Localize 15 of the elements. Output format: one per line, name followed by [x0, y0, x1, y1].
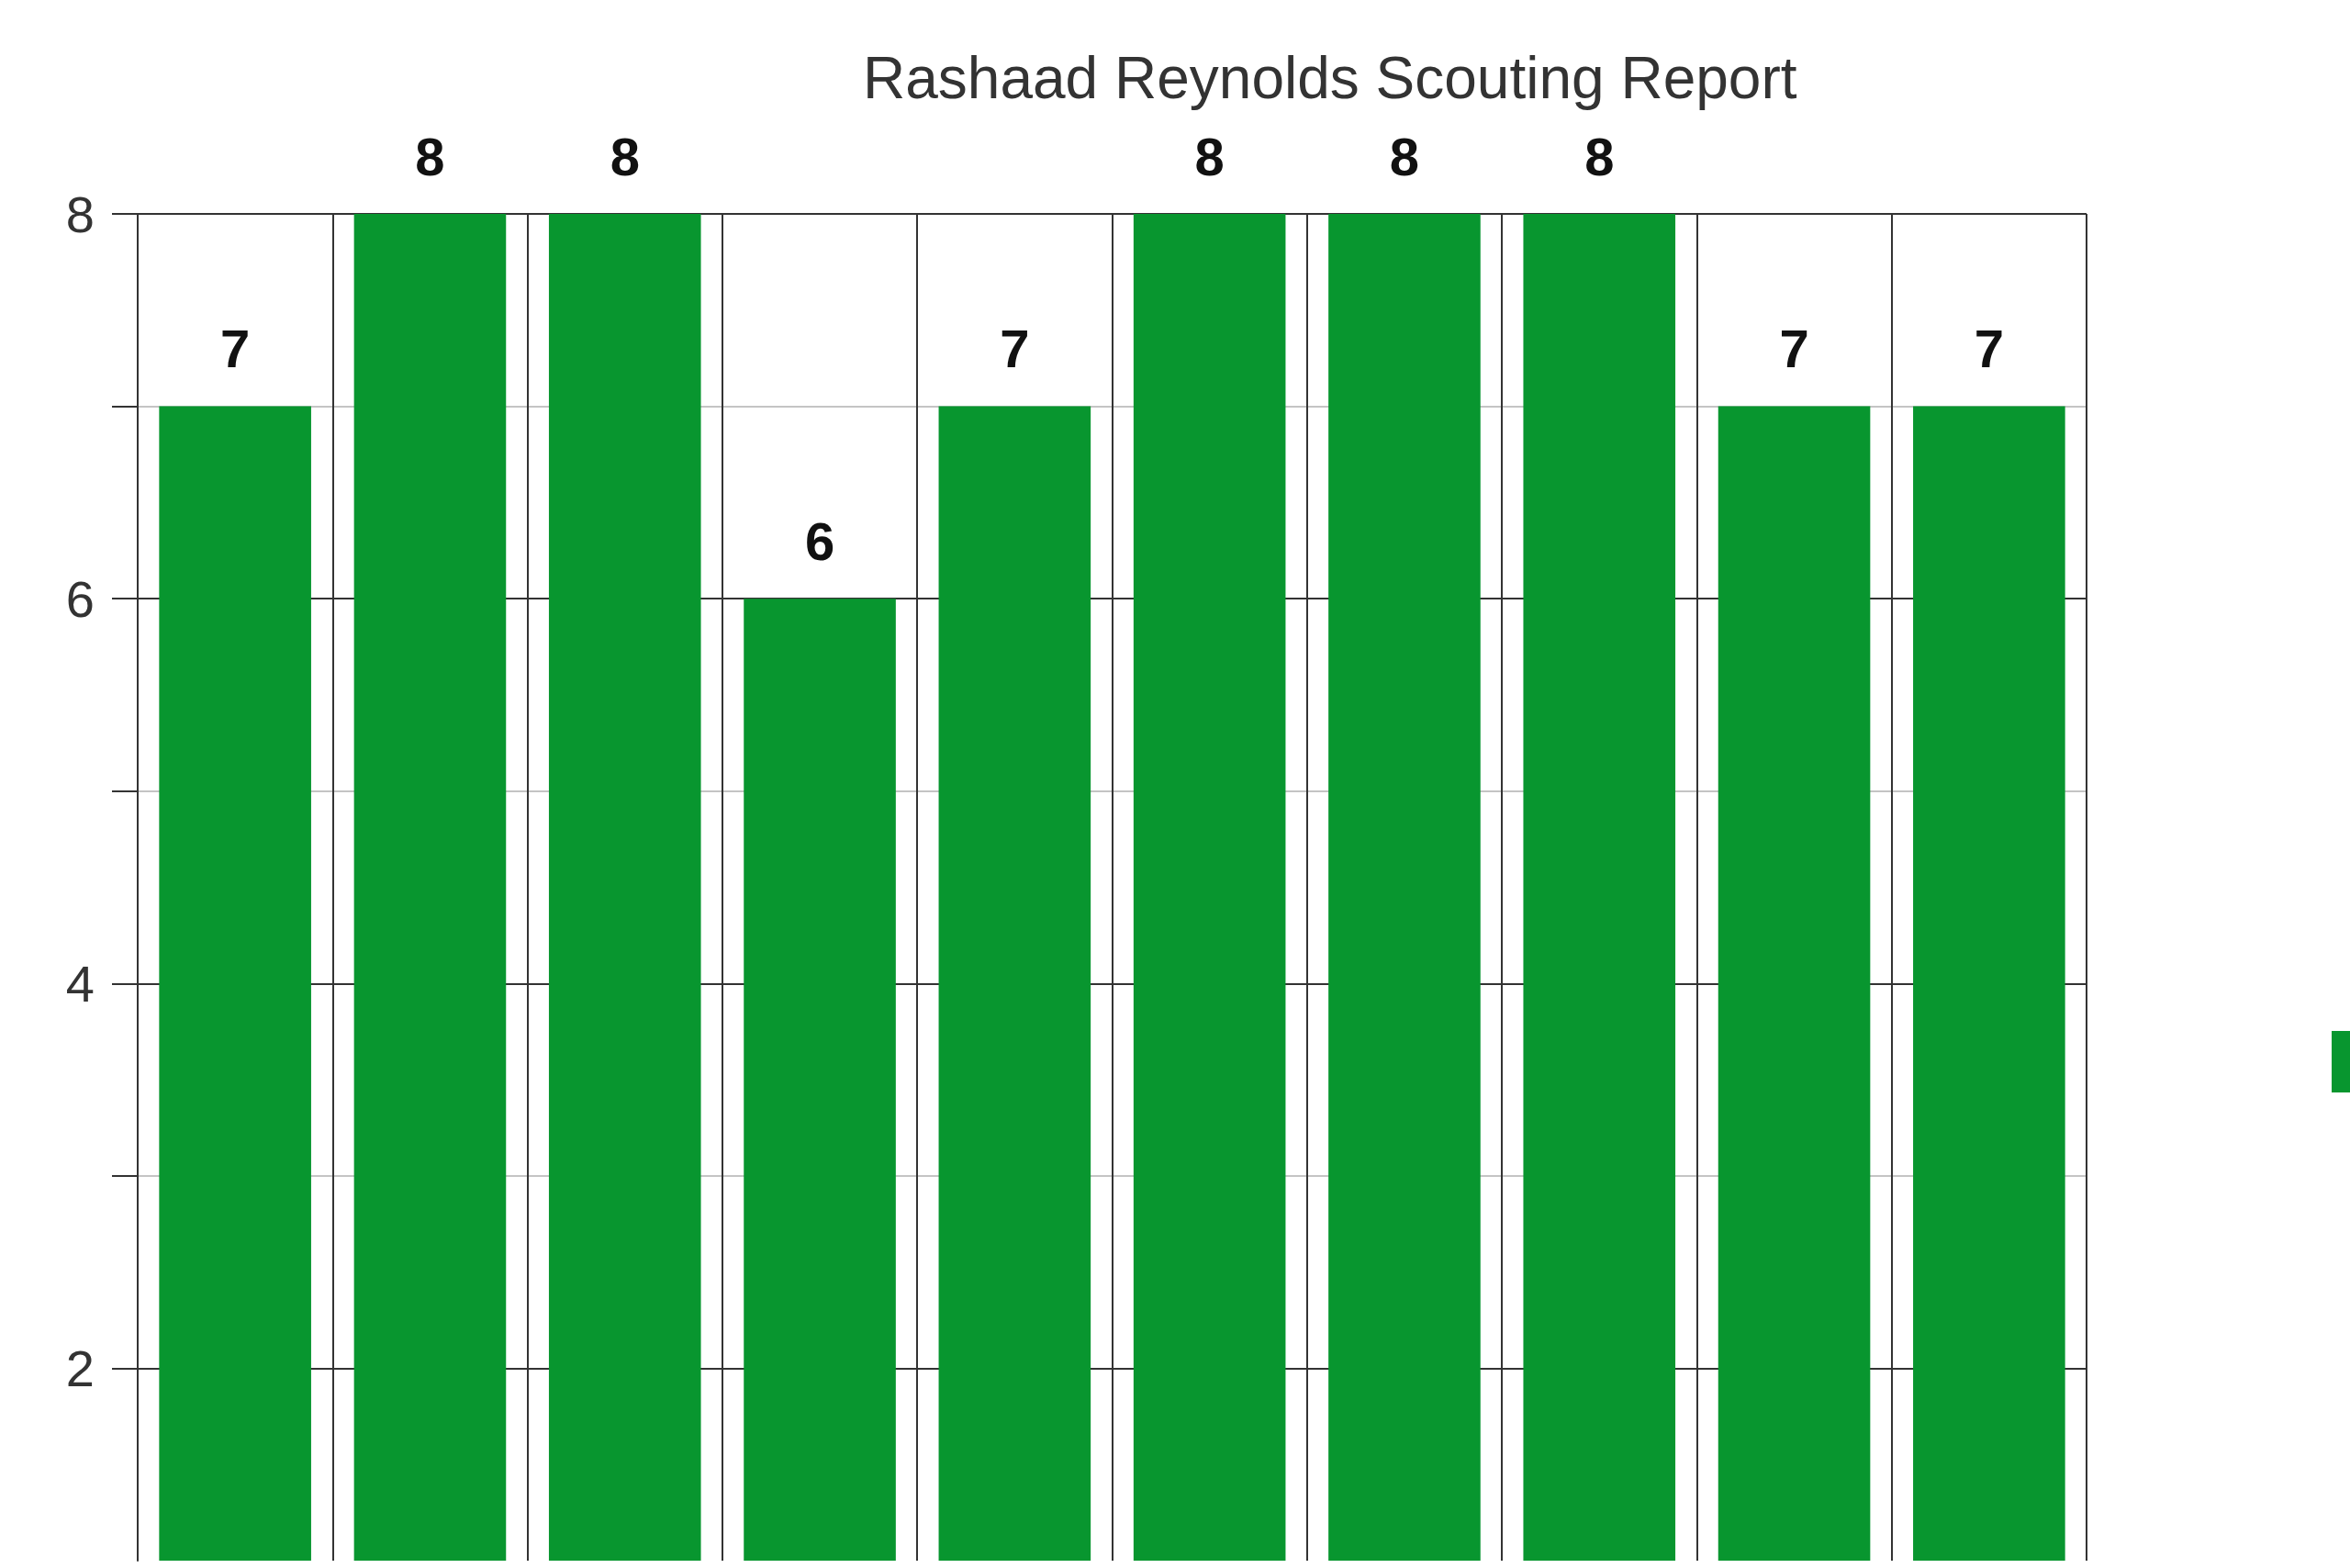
data-label: 8 [415, 126, 445, 186]
data-label: 7 [1974, 319, 2004, 379]
chart-title: Rashaad Reynolds Scouting Report [863, 45, 1797, 111]
data-label: 8 [1194, 126, 1225, 186]
data-label: 8 [1389, 126, 1420, 186]
y-tick-label: 2 [65, 1338, 95, 1397]
data-label: 8 [610, 126, 640, 186]
data-label: 6 [804, 510, 835, 571]
y-tick-label: 4 [65, 954, 95, 1013]
y-tick-label: 8 [65, 185, 95, 243]
data-label: 7 [1779, 319, 1809, 379]
data-label: 8 [1584, 126, 1615, 186]
data-label: 7 [220, 319, 251, 379]
y-tick-label: 6 [65, 569, 95, 628]
data-label: 7 [1000, 319, 1030, 379]
